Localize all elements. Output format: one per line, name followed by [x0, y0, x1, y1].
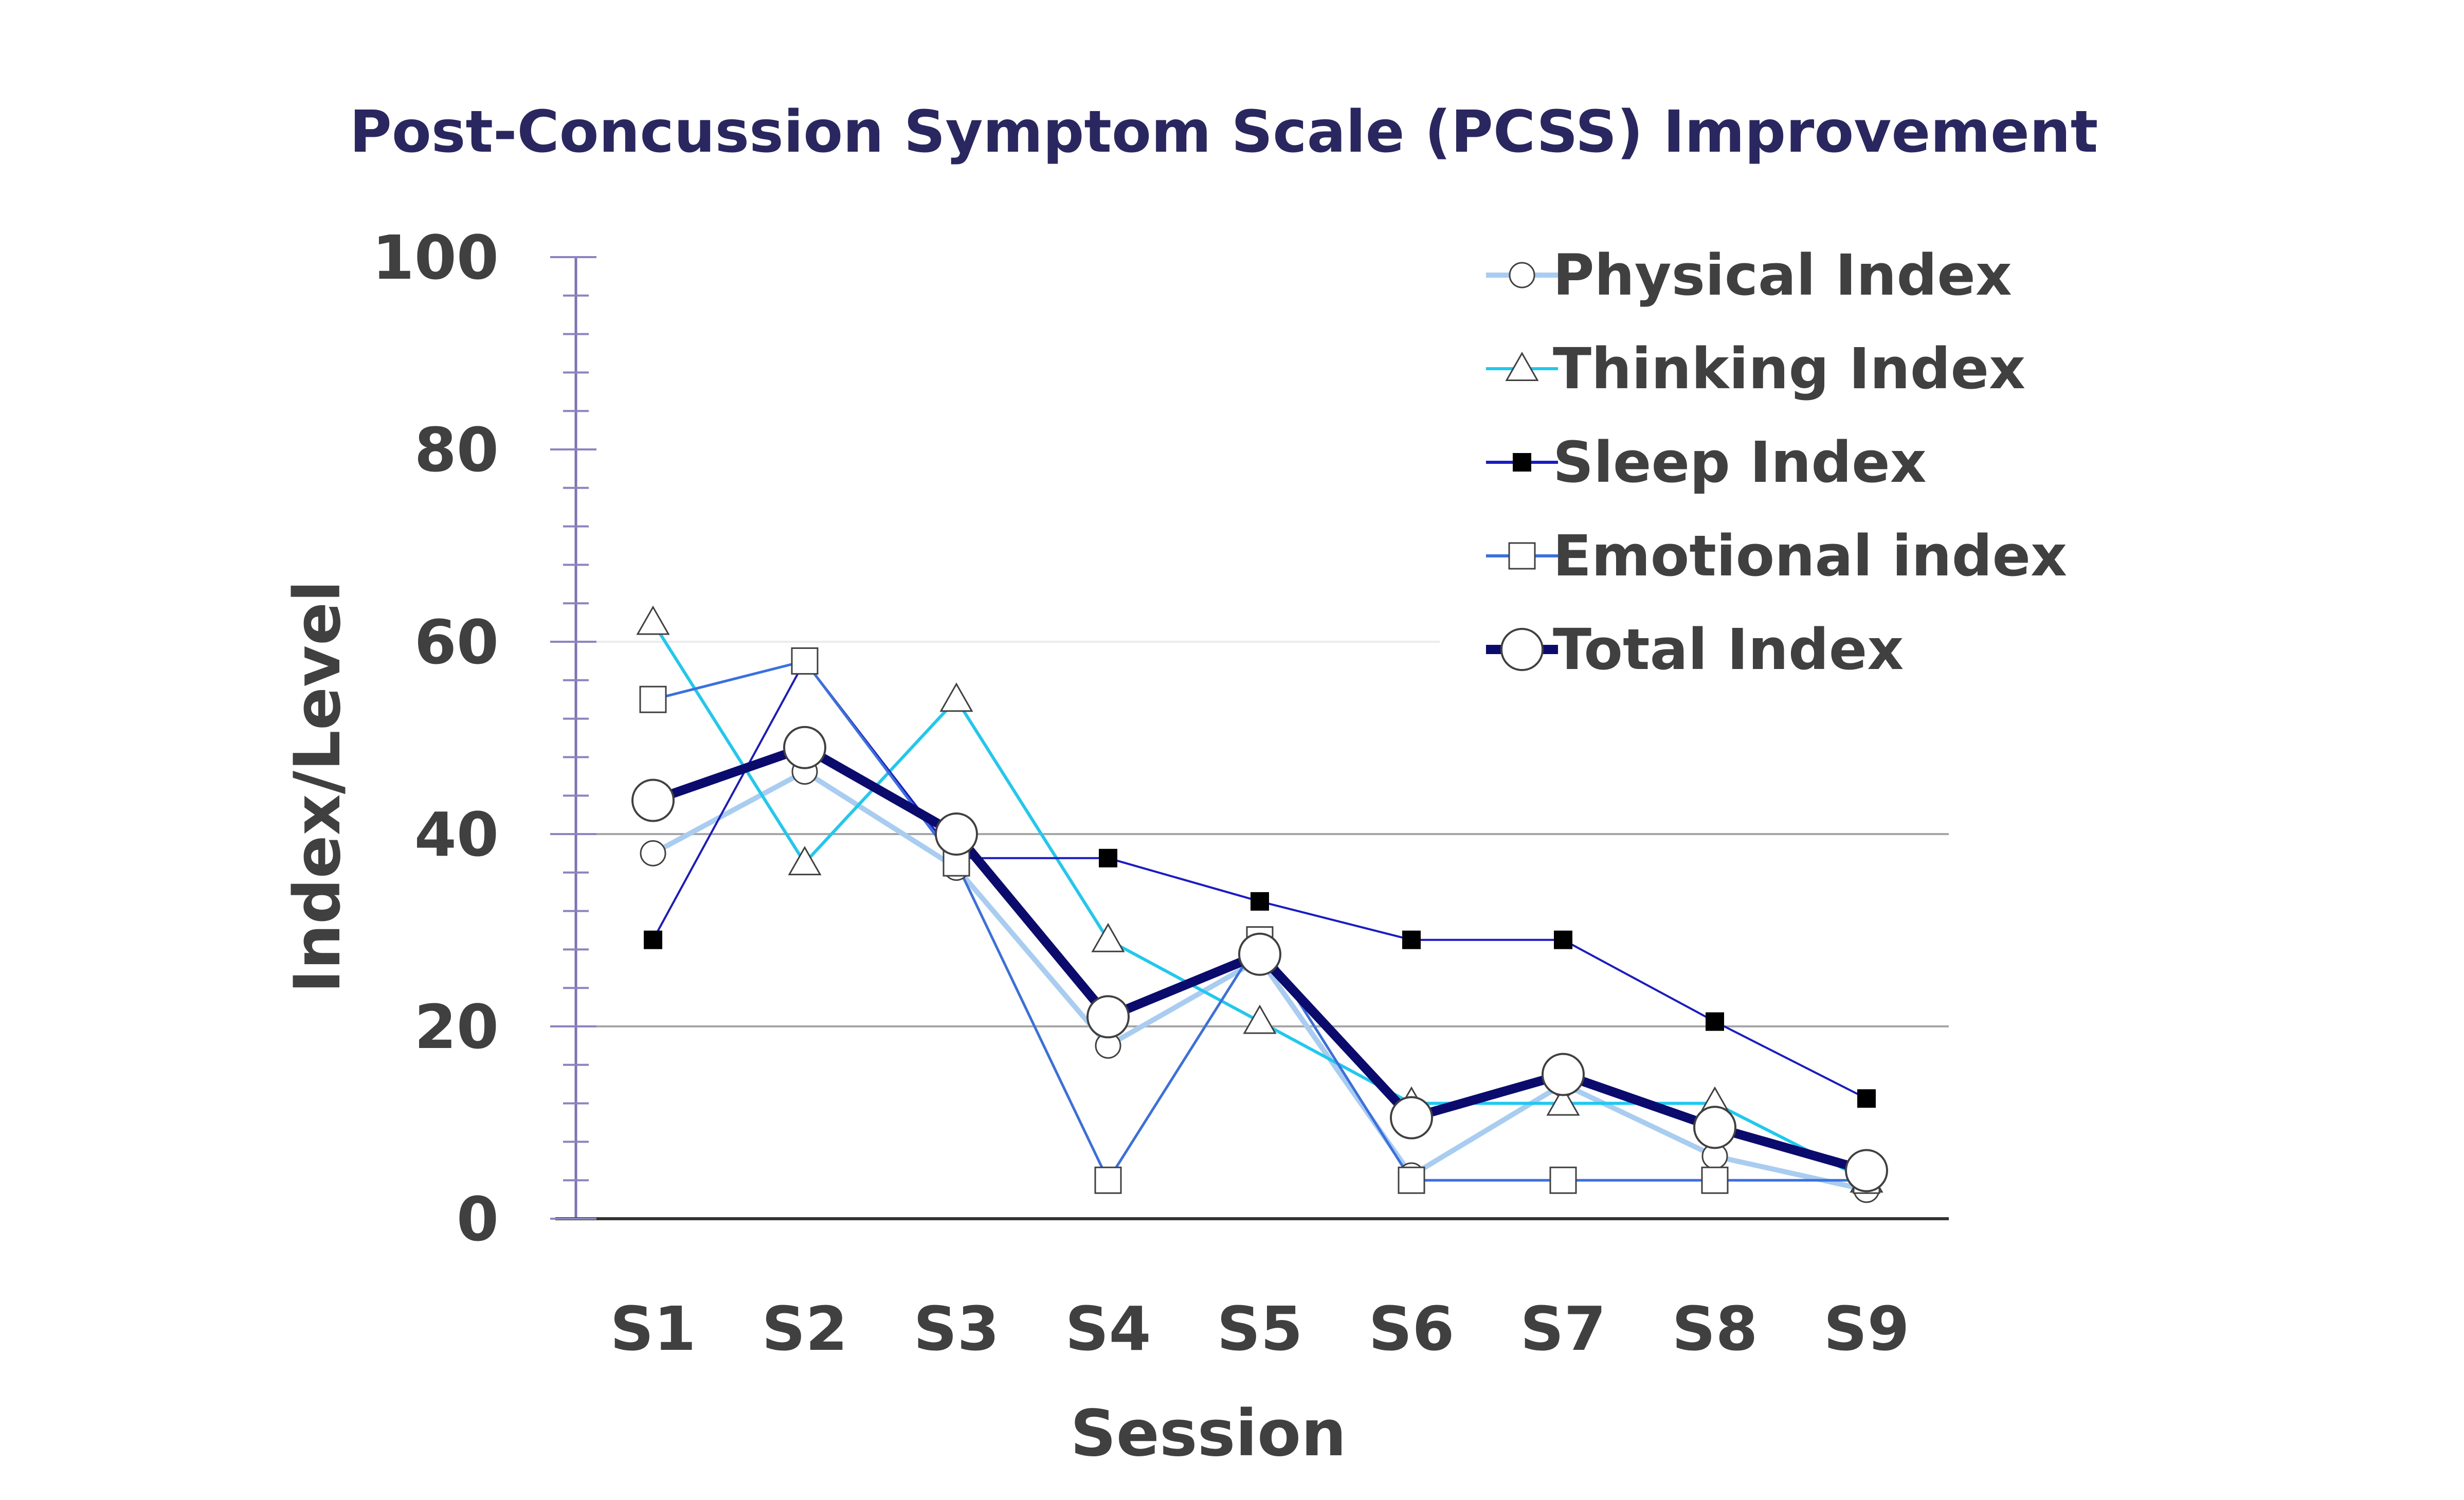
data-point [639, 685, 667, 713]
legend-marker [1508, 542, 1536, 570]
legend-marker [1500, 628, 1544, 671]
data-point [939, 682, 973, 712]
data-point [1091, 923, 1125, 952]
legend-marker [1505, 351, 1539, 381]
y-tick-labels: 0 20 40 60 80 100 [372, 222, 499, 1255]
legend-marker [1513, 453, 1531, 472]
data-point [783, 726, 826, 769]
x-tick-label: S4 [1065, 1293, 1151, 1364]
legend-marker [1509, 262, 1535, 288]
y-axis-title: Index/Level [281, 580, 355, 993]
x-tick-label: S8 [1672, 1293, 1758, 1364]
x-tick-label: S7 [1520, 1293, 1606, 1364]
axes [550, 256, 1949, 1220]
data-point [1554, 930, 1572, 949]
data-point [1845, 1149, 1888, 1192]
data-point [1086, 995, 1130, 1039]
x-tick-label: S3 [913, 1293, 999, 1364]
data-point [1251, 892, 1269, 911]
x-tick-label: S5 [1217, 1293, 1302, 1364]
data-point [1094, 1166, 1122, 1194]
y-tick-label: 60 [414, 607, 499, 678]
legend-label: Total Index [1553, 617, 1904, 682]
x-tick-label: S2 [762, 1293, 847, 1364]
legend-label: Sleep Index [1553, 429, 1927, 495]
data-point [1243, 1004, 1277, 1034]
y-tick-label: 100 [372, 222, 499, 293]
data-point [1549, 1166, 1577, 1194]
legend: Physical Index Thinking Index Sleep Index E… [1486, 242, 2067, 682]
data-point [935, 812, 978, 856]
legend-label: Emotional index [1553, 523, 2067, 589]
legend-label: Physical Index [1553, 242, 2012, 308]
data-point [1390, 1096, 1433, 1140]
data-point [1542, 1053, 1585, 1096]
data-point [1099, 848, 1117, 868]
data-point [1402, 930, 1421, 949]
data-point [640, 840, 666, 866]
data-point [1701, 1166, 1729, 1194]
legend-label: Thinking Index [1553, 336, 2025, 402]
series-group [631, 605, 1888, 1203]
x-axis-title: Session [1071, 1397, 1347, 1471]
data-point [644, 930, 662, 949]
data-point [1238, 932, 1281, 976]
data-point [1546, 1086, 1580, 1116]
data-point [1857, 1089, 1876, 1108]
data-point [631, 779, 675, 822]
chart-title: Post-Concussion Symptom Scale (PCSS) Imp… [350, 99, 2098, 166]
y-tick-label: 20 [414, 991, 499, 1062]
y-tick-label: 40 [414, 799, 499, 870]
y-tick-label: 80 [414, 414, 499, 485]
data-point [788, 846, 822, 876]
x-tick-label: S6 [1368, 1293, 1454, 1364]
x-tick-label: S9 [1823, 1293, 1909, 1364]
x-tick-labels: S1 S2 S3 S4 S5 S6 S7 S8 S9 [610, 1293, 1909, 1364]
data-point [791, 647, 819, 675]
data-point [636, 605, 670, 635]
x-tick-label: S1 [610, 1293, 696, 1364]
data-point [1706, 1012, 1724, 1031]
data-point [1398, 1166, 1425, 1194]
y-tick-label: 0 [457, 1184, 499, 1255]
data-point [1693, 1106, 1736, 1149]
